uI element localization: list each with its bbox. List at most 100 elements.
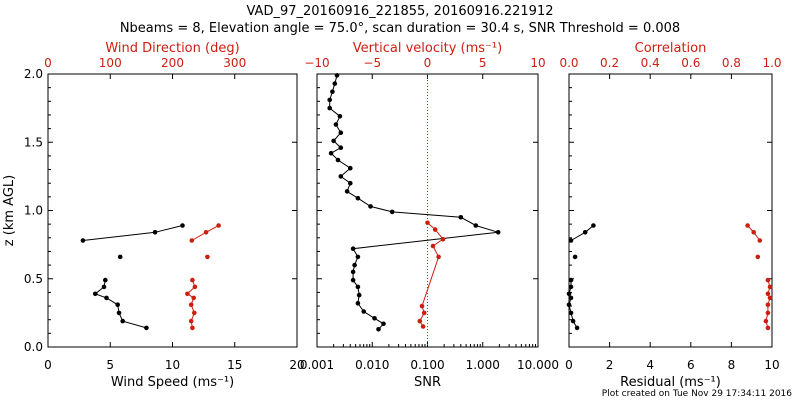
data-point [334, 73, 340, 78]
data-point [192, 284, 198, 290]
bottom-tick-label: 10 [165, 358, 180, 372]
data-point [352, 262, 357, 268]
data-point [765, 310, 771, 316]
panel-frame [568, 73, 773, 348]
top-tick-label: 100 [99, 56, 122, 70]
data-point [767, 284, 773, 290]
data-point [568, 310, 574, 316]
data-point [80, 238, 86, 243]
data-point [432, 227, 438, 232]
top-tick-label: 5 [479, 56, 487, 70]
data-point [185, 291, 190, 297]
data-point [419, 303, 425, 309]
y-axis-label: z (km AGL) [2, 175, 17, 246]
series-correlation [745, 223, 773, 331]
data-point [566, 291, 572, 297]
data-point [376, 327, 381, 332]
top-tick-label: 0.6 [681, 56, 700, 70]
data-point [568, 238, 574, 243]
top-axis-label: Wind Direction (deg) [105, 41, 239, 56]
top-tick-label: 300 [223, 56, 246, 70]
series-snr [327, 73, 501, 332]
data-point [350, 277, 356, 283]
data-point [440, 236, 446, 242]
data-point [767, 295, 773, 301]
data-point [120, 318, 125, 324]
data-point [93, 291, 98, 297]
bottom-tick-label: 0 [44, 358, 52, 372]
data-point [344, 189, 350, 194]
data-point [332, 81, 338, 86]
series-residual [566, 223, 596, 331]
data-point [458, 215, 464, 220]
data-point [189, 238, 195, 243]
data-point [350, 246, 356, 251]
data-point [192, 310, 197, 316]
bottom-tick-label: 10.000 [517, 358, 559, 372]
data-point [568, 284, 574, 290]
bottom-tick-label: 8 [728, 358, 736, 372]
data-point [355, 254, 361, 260]
bottom-tick-label: 10 [764, 358, 779, 372]
data-point [421, 310, 427, 316]
data-point [103, 277, 108, 283]
figure-title-line-1: VAD_97_20160916_221855, 20160916.221912 [247, 4, 554, 19]
data-point [338, 174, 344, 179]
panel-snr: 0.001 0.010 0.100 1.000 10.000 −10 −5 0 5 10 SNR Ve… [300, 41, 559, 390]
series-line [82, 225, 183, 241]
series-wind-direction [185, 223, 221, 331]
data-point [116, 310, 122, 316]
top-tick-label: −10 [304, 56, 329, 70]
data-point [355, 195, 361, 201]
data-point [430, 243, 436, 249]
data-point [765, 291, 771, 297]
data-point [104, 295, 109, 301]
plot-created-footer: Plot created on Tue Nov 29 17:34:11 2016 [602, 389, 792, 399]
bottom-tick-label: 20 [289, 358, 304, 372]
data-point [356, 292, 362, 298]
data-point [763, 318, 769, 324]
series-vertical-velocity [417, 220, 446, 329]
data-point [101, 284, 107, 290]
panel-frame [316, 73, 539, 348]
data-point [765, 277, 771, 283]
top-tick-label: 0 [424, 56, 432, 70]
data-point [495, 230, 501, 235]
bottom-tick-label: 4 [646, 358, 654, 372]
bottom-tick-label: 1.000 [466, 358, 500, 372]
bottom-tick-label: 0.001 [300, 358, 334, 372]
data-point [350, 269, 356, 275]
data-point [368, 204, 373, 209]
data-point [568, 277, 574, 283]
data-point [335, 157, 341, 163]
data-point [333, 122, 339, 127]
data-point [765, 302, 771, 308]
data-point [389, 209, 395, 215]
data-point [190, 325, 195, 331]
top-tick-label: 0.2 [600, 56, 619, 70]
y-tick-label: 2.0 [24, 67, 43, 81]
data-point [328, 150, 334, 156]
series-wind-speed [80, 223, 185, 331]
data-point [425, 220, 430, 226]
data-point [152, 230, 158, 235]
data-point [115, 302, 120, 308]
data-point [591, 223, 596, 228]
data-point [117, 254, 123, 260]
bottom-tick-label: 15 [227, 358, 242, 372]
data-point [473, 223, 479, 228]
data-point [191, 295, 196, 301]
data-point [190, 277, 195, 283]
data-point [203, 230, 209, 235]
top-tick-label: 0.8 [722, 56, 741, 70]
data-point [582, 230, 588, 235]
data-point [361, 309, 367, 314]
series-line [329, 75, 499, 330]
bottom-tick-label: 0.100 [410, 358, 444, 372]
series-line [570, 225, 594, 241]
y-tick-label: 1.0 [24, 204, 43, 218]
data-point [327, 105, 333, 111]
data-point [566, 302, 572, 308]
